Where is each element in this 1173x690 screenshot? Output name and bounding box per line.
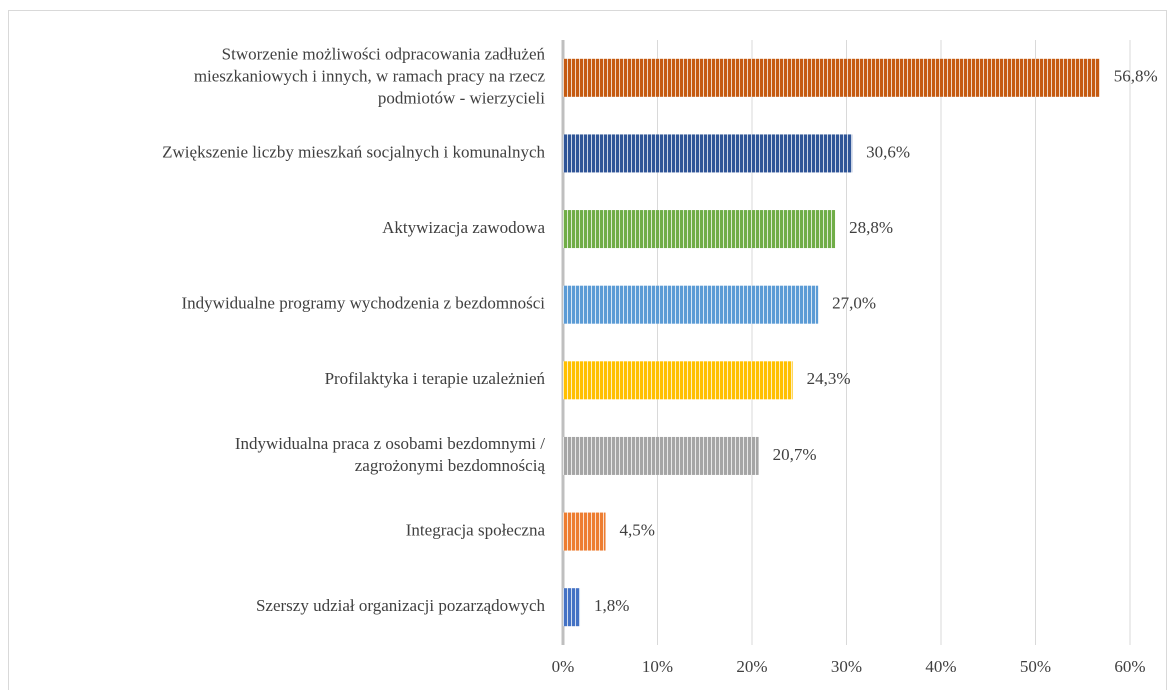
bar <box>563 210 836 249</box>
y-tick-label: Indywidualna praca z osobami bezdomnymi … <box>235 434 545 453</box>
y-tick-label: Zwiększenie liczby mieszkań socjalnych i… <box>162 142 545 161</box>
y-tick-label: mieszkaniowych i innych, w ramach pracy … <box>194 67 546 86</box>
bar <box>563 134 853 173</box>
value-label: 30,6% <box>866 142 910 161</box>
value-label: 28,8% <box>849 218 893 237</box>
value-label: 27,0% <box>832 294 876 313</box>
x-tick-label: 20% <box>736 657 767 676</box>
y-tick-label: podmiotów - wierzycieli <box>378 89 545 108</box>
value-label: 4,5% <box>620 520 655 539</box>
y-tick-label: Stworzenie możliwości odpracowania zadłu… <box>222 45 546 64</box>
value-label: 56,8% <box>1114 67 1158 86</box>
bar <box>563 285 819 324</box>
y-tick-label: Aktywizacja zawodowa <box>382 218 545 237</box>
bar <box>563 436 759 475</box>
value-label: 1,8% <box>594 596 629 615</box>
bar <box>563 58 1100 97</box>
x-tick-label: 30% <box>831 657 862 676</box>
bar <box>563 361 793 400</box>
value-label: 20,7% <box>773 445 817 464</box>
y-tick-label: Integracja społeczna <box>406 520 546 539</box>
x-tick-label: 50% <box>1020 657 1051 676</box>
x-tick-label: 0% <box>552 657 575 676</box>
y-tick-label: Szerszy udział organizacji pozarządowych <box>256 596 546 615</box>
y-tick-label: Profilaktyka i terapie uzależnień <box>325 369 546 388</box>
y-tick-label: zagrożonymi bezdomnością <box>355 456 546 475</box>
x-tick-label: 40% <box>925 657 956 676</box>
x-tick-label: 60% <box>1114 657 1145 676</box>
chart-frame <box>8 10 1167 690</box>
bar <box>563 512 606 551</box>
value-label: 24,3% <box>807 369 851 388</box>
y-tick-label: Indywidualne programy wychodzenia z bezd… <box>182 294 546 313</box>
bar <box>563 588 581 627</box>
x-tick-label: 10% <box>642 657 673 676</box>
